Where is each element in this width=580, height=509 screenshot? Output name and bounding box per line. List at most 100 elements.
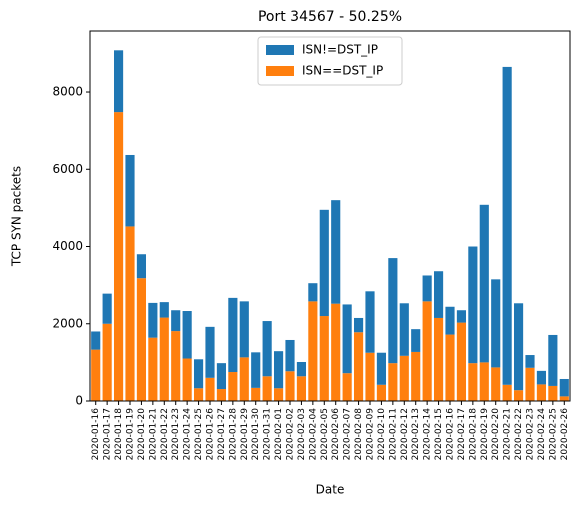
y-tick-label: 6000 [52,162,83,176]
x-tick-label: 2020-02-18 [468,408,478,461]
bar-segment [559,378,569,397]
x-tick-label: 2020-01-19 [126,408,136,461]
bar-segment [91,349,101,401]
x-tick-label: 2020-02-19 [480,408,490,461]
bar-segment [411,329,421,352]
y-tick-label: 2000 [52,316,83,330]
x-tick-label: 2020-02-13 [411,408,421,460]
x-tick-label: 2020-01-20 [137,408,147,461]
legend-swatch [266,45,294,55]
bar-segment [194,388,204,401]
x-tick-label: 2020-02-26 [560,408,570,461]
bar-segment [331,303,341,401]
x-tick-label: 2020-02-04 [308,408,318,461]
x-tick-label: 2020-02-12 [400,408,410,460]
x-tick-label: 2020-02-22 [514,408,524,460]
x-axis-label: Date [316,483,345,497]
bar-segment [159,302,169,318]
bar-segment [422,301,432,401]
bar-segment [125,226,135,401]
y-axis-label: TCP SYN packets [10,166,24,267]
x-tick-label: 2020-01-27 [217,408,227,460]
bar-segment [136,278,146,401]
x-tick-label: 2020-02-11 [388,408,398,460]
bar-segment [228,297,238,373]
bar-segment [182,358,192,401]
x-tick-label: 2020-02-25 [548,408,558,460]
x-tick-label: 2020-01-24 [183,408,193,461]
x-tick-label: 2020-01-16 [91,408,101,461]
x-tick-label: 2020-01-22 [160,408,170,460]
x-tick-label: 2020-02-08 [354,408,364,461]
bar-segment [239,357,249,401]
x-tick-label: 2020-02-09 [366,408,376,461]
bar-segment [376,384,386,401]
bar-segment [479,362,489,401]
bar-segment [456,322,466,401]
bar-segment [388,258,398,364]
bar-segment [548,334,558,386]
bar-segment [548,385,558,401]
x-tick-label: 2020-01-21 [148,408,158,460]
bar-segment [491,279,501,368]
x-tick-label: 2020-01-26 [206,408,216,461]
bar-segment [536,384,546,401]
bar-segment [354,317,364,333]
x-tick-label: 2020-02-06 [331,408,341,461]
x-tick-label: 2020-01-28 [228,408,238,461]
bar-segment [445,306,455,335]
x-tick-label: 2020-02-14 [423,408,433,461]
bar-segment [114,50,124,113]
x-tick-label: 2020-02-23 [526,408,536,460]
bar-segment [171,310,181,332]
bar-segment [228,372,238,401]
bar-segment [262,376,272,401]
bar-segment [136,254,146,279]
bar-segment [342,304,352,374]
bar-segment [319,209,329,317]
x-tick-label: 2020-02-17 [457,408,467,460]
bar-segment [434,317,444,401]
bar-segment [468,246,478,364]
x-tick-label: 2020-01-23 [171,408,181,460]
bar-segment [239,301,249,358]
bar-segment [148,337,158,401]
bar-segment [274,388,284,401]
legend-label: ISN==DST_IP [302,64,383,78]
y-tick-label: 8000 [52,85,83,99]
bar-segment [216,389,226,401]
x-tick-label: 2020-02-01 [274,408,284,460]
bar-segment [205,326,215,378]
bar-segment [251,352,261,388]
bar-segment [456,310,466,323]
x-tick-label: 2020-02-02 [286,408,296,460]
x-tick-label: 2020-01-18 [114,408,124,461]
bar-segment [205,377,215,401]
bar-segment [514,390,524,401]
x-tick-label: 2020-01-29 [240,408,250,461]
bar-segment [216,363,226,390]
bar-segment [308,301,318,401]
bar-segment [525,367,535,401]
x-tick-label: 2020-02-24 [537,408,547,461]
legend-label: ISN!=DST_IP [302,43,378,57]
bar-segment [502,384,512,401]
bar-segment [445,334,455,401]
bar-segment [388,363,398,401]
x-tick-label: 2020-02-07 [343,408,353,460]
bar-segment [479,204,489,363]
bar-segment [536,370,546,385]
bar-segment [274,351,284,389]
x-tick-label: 2020-01-25 [194,408,204,460]
x-tick-label: 2020-02-10 [377,408,387,461]
bar-segment [171,331,181,401]
x-tick-label: 2020-02-20 [491,408,501,461]
legend-swatch [266,66,294,76]
bar-segment [91,331,101,350]
bar-segment [365,291,375,353]
bar-segment [319,316,329,401]
bar-segment [502,66,512,385]
bar-segment [525,355,535,368]
bar-segment [114,112,124,401]
